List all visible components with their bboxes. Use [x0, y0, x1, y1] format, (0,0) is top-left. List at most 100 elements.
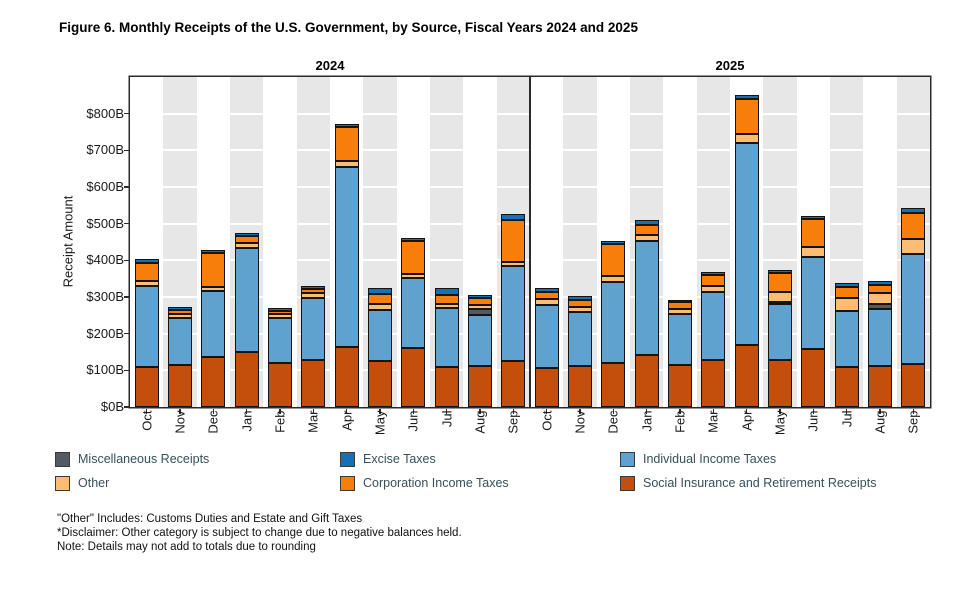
bar-2025-Feb	[668, 300, 692, 407]
segment-2024-May-other	[368, 304, 392, 310]
segment-2025-Feb-excise-taxes	[668, 300, 692, 302]
month-label-2025-Oct: Oct	[539, 410, 555, 431]
segment-2024-May-corporation-income-taxes	[368, 294, 392, 304]
segment-2024-Mar-excise-taxes	[301, 286, 326, 289]
segment-2025-Jul-other	[834, 298, 859, 311]
segment-2024-Dec-excise-taxes	[201, 250, 226, 253]
footnote-other-includes: "Other" Includes: Customs Duties and Est…	[57, 513, 363, 525]
legend-item-miscellaneous-receipts: Miscellaneous Receipts	[55, 450, 209, 468]
segment-2024-Oct-individual-income-taxes	[134, 286, 159, 367]
bar-2024-Dec	[201, 250, 226, 407]
gridline-500B	[130, 222, 530, 225]
y-tick-mark-300B	[124, 296, 129, 298]
bar-2025-Jun	[801, 216, 826, 407]
segment-2024-Mar-individual-income-taxes	[301, 298, 326, 360]
bar-2024-Nov	[168, 307, 192, 407]
footnotes: "Other" Includes: Customs Duties and Est…	[57, 512, 462, 554]
month-label-2025-Feb: Feb	[672, 410, 688, 433]
segment-2024-Mar-social-insurance-and-retirement-receipts	[301, 360, 326, 407]
segment-2025-Aug-miscellaneous-receipts	[868, 304, 892, 309]
social-insurance-swatch	[620, 475, 635, 491]
segment-2024-Dec-social-insurance-and-retirement-receipts	[201, 357, 226, 407]
month-label-2024-Aug: Aug	[472, 410, 488, 434]
month-label-2024-Mar: Mar	[305, 410, 321, 433]
bar-2024-Mar	[301, 286, 326, 407]
y-tick-label-400B: $400B	[86, 252, 124, 268]
segment-2024-Oct-other	[134, 281, 159, 286]
segment-2025-Dec-individual-income-taxes	[601, 282, 626, 363]
gridline-600B	[130, 186, 530, 188]
bar-2024-Jul	[434, 288, 459, 407]
legend-label: Social Insurance and Retirement Receipts	[643, 476, 877, 490]
bar-2025-May	[768, 270, 792, 407]
segment-2025-Aug-other	[868, 293, 892, 304]
bar-2025-Dec	[601, 241, 626, 407]
segment-2025-Oct-individual-income-taxes	[534, 305, 559, 368]
bar-2024-Apr	[334, 124, 359, 407]
month-label-2024-Jun: Jun	[405, 410, 421, 432]
segment-2024-Jun-corporation-income-taxes	[401, 241, 426, 274]
segment-2025-Jan-corporation-income-taxes	[634, 225, 659, 235]
x-tick-2024-Aug	[479, 408, 481, 414]
segment-2024-Apr-corporation-income-taxes	[334, 127, 359, 161]
segment-2025-Sep-other	[901, 239, 926, 254]
panel-label-2025: 2025	[715, 58, 745, 73]
legend-column-1: Miscellaneous Receipts Other	[55, 450, 209, 498]
y-tick-mark-200B	[124, 332, 129, 335]
segment-2024-Feb-excise-taxes	[268, 308, 292, 311]
segment-2025-Nov-corporation-income-taxes	[568, 300, 592, 307]
x-tick-2025-Mar	[712, 408, 715, 414]
x-tick-2024-May	[379, 408, 381, 414]
legend-item-other: Other	[55, 474, 209, 492]
bar-2025-Aug	[868, 281, 892, 407]
legend-item-excise-taxes: Excise Taxes	[340, 450, 509, 468]
segment-2024-Nov-corporation-income-taxes	[168, 310, 192, 314]
segment-2024-Feb-other	[268, 314, 292, 318]
segment-2024-Oct-excise-taxes	[134, 259, 159, 263]
bar-2024-Jan	[234, 233, 259, 407]
segment-2025-Oct-excise-taxes	[534, 288, 559, 292]
segment-2025-Jan-individual-income-taxes	[634, 241, 659, 355]
segment-2025-May-individual-income-taxes	[768, 304, 792, 360]
segment-2025-Dec-other	[601, 276, 626, 282]
x-tick-2025-Jan	[645, 408, 648, 414]
segment-2025-Jul-individual-income-taxes	[834, 311, 859, 367]
corporation-income-taxes-swatch	[340, 475, 355, 491]
x-tick-2024-Dec	[212, 408, 215, 414]
segment-2024-Apr-excise-taxes	[334, 124, 359, 127]
month-label-2025-Dec: Dec	[605, 410, 621, 434]
miscellaneous-receipts-swatch	[55, 451, 70, 467]
segment-2025-Apr-corporation-income-taxes	[734, 99, 759, 134]
segment-2025-Feb-social-insurance-and-retirement-receipts	[668, 365, 692, 407]
y-tick-mark-600B	[124, 186, 129, 188]
bar-2025-Jan	[634, 220, 659, 407]
legend-column-3: Individual Income Taxes Social Insurance…	[620, 450, 876, 498]
x-tick-2024-Feb	[279, 408, 281, 414]
segment-2024-Aug-corporation-income-taxes	[468, 298, 492, 305]
x-tick-2024-Nov	[179, 408, 181, 414]
bar-2025-Jul	[834, 283, 859, 407]
segment-2024-Jun-excise-taxes	[401, 238, 426, 241]
x-tick-2025-Jul	[845, 408, 848, 414]
bar-2025-Apr	[734, 95, 759, 407]
segment-2025-Jan-other	[634, 235, 659, 241]
legend: Miscellaneous Receipts Other Excise Taxe…	[0, 450, 953, 508]
segment-2024-Jan-individual-income-taxes	[234, 248, 259, 352]
segment-2024-Apr-other	[334, 161, 359, 167]
bar-2024-Jun	[401, 238, 426, 407]
segment-2024-Sep-excise-taxes	[501, 214, 526, 220]
segment-2024-Jan-excise-taxes	[234, 233, 259, 236]
bar-2024-Feb	[268, 308, 292, 407]
segment-2024-Jul-other	[434, 304, 459, 308]
segment-2025-Oct-corporation-income-taxes	[534, 292, 559, 299]
segment-2025-Dec-corporation-income-taxes	[601, 244, 626, 276]
x-tick-2025-Dec	[612, 408, 615, 414]
segment-2025-Nov-other	[568, 307, 592, 312]
month-label-2025-Aug: Aug	[872, 410, 888, 434]
gridline-500B	[530, 222, 930, 225]
month-label-2024-May: May	[372, 410, 388, 436]
segment-2025-Aug-excise-taxes	[868, 281, 892, 285]
y-tick-label-200B: $200B	[86, 325, 124, 341]
segment-2024-Aug-individual-income-taxes	[468, 315, 492, 366]
